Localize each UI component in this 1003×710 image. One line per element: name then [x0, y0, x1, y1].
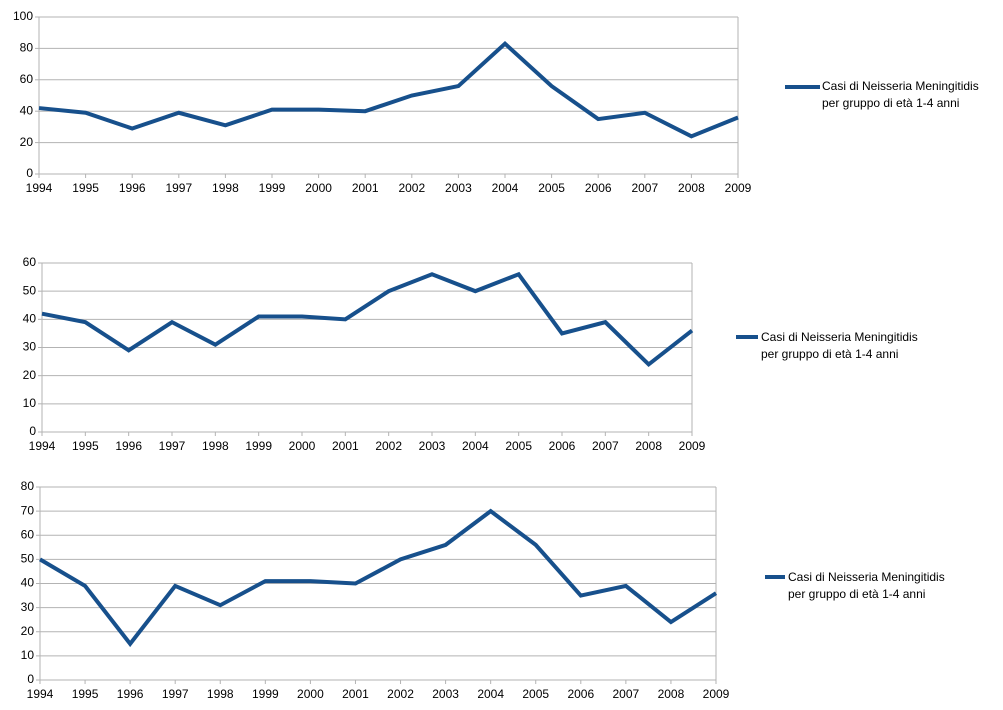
x-tick-label: 1999: [252, 687, 279, 701]
x-tick-label: 2001: [342, 687, 369, 701]
x-tick-label: 2002: [375, 439, 402, 453]
y-tick-label: 20: [21, 624, 35, 638]
y-tick-label: 30: [23, 340, 37, 354]
y-tick-label: 80: [20, 41, 34, 55]
x-tick-label: 1996: [117, 687, 144, 701]
x-tick-label: 1995: [72, 687, 99, 701]
x-tick-label: 1998: [207, 687, 234, 701]
x-tick-label: 2003: [432, 687, 459, 701]
y-tick-label: 80: [21, 479, 35, 493]
data-line: [38, 40, 739, 139]
x-tick-label: 1994: [26, 181, 53, 195]
y-tick-label: 50: [21, 552, 35, 566]
x-tick-label: 2004: [492, 181, 519, 195]
x-tick-label: 2005: [505, 439, 532, 453]
legend-label: Casi di Neisseria Meningitidis per grupp…: [822, 79, 979, 110]
x-tick-label: 1997: [162, 687, 189, 701]
x-tick-label: 2009: [703, 687, 730, 701]
x-tick-label: 2006: [585, 181, 612, 195]
x-tick-label: 1996: [119, 181, 146, 195]
x-tick-label: 2007: [613, 687, 640, 701]
y-tick-label: 40: [23, 312, 37, 326]
x-tick-label: 2008: [635, 439, 662, 453]
y-tick-label: 20: [23, 368, 37, 382]
x-tick-label: 2006: [567, 687, 594, 701]
data-line: [38, 508, 718, 648]
legend-label: Casi di Neisseria Meningitidis per grupp…: [761, 330, 918, 361]
x-tick-label: 2009: [725, 181, 752, 195]
x-tick-label: 2007: [592, 439, 619, 453]
x-tick-label: 2001: [332, 439, 359, 453]
x-tick-label: 1998: [202, 439, 229, 453]
x-tick-label: 2008: [678, 181, 705, 195]
x-tick-label: 2000: [305, 181, 332, 195]
x-tick-label: 1994: [29, 439, 56, 453]
x-tick-label: 1995: [72, 439, 99, 453]
x-tick-label: 2006: [549, 439, 576, 453]
y-tick-label: 60: [23, 255, 37, 269]
y-tick-label: 20: [20, 135, 34, 149]
x-tick-label: 2000: [297, 687, 324, 701]
x-tick-label: 1998: [212, 181, 239, 195]
data-line: [41, 271, 694, 368]
x-tick-label: 2005: [522, 687, 549, 701]
x-tick-label: 2001: [352, 181, 379, 195]
x-tick-label: 2003: [419, 439, 446, 453]
x-tick-label: 2008: [658, 687, 685, 701]
x-tick-label: 1999: [245, 439, 272, 453]
y-tick-label: 0: [26, 166, 33, 180]
legend-key: [736, 335, 758, 339]
x-tick-label: 1994: [27, 687, 54, 701]
y-tick-label: 30: [21, 600, 35, 614]
legend-label: Casi di Neisseria Meningitidis per grupp…: [788, 570, 945, 601]
y-tick-label: 50: [23, 283, 37, 297]
x-tick-label: 2009: [679, 439, 706, 453]
y-tick-label: 40: [20, 103, 34, 117]
y-tick-label: 60: [21, 527, 35, 541]
x-tick-label: 1995: [72, 181, 99, 195]
y-tick-label: 0: [29, 424, 36, 438]
y-tick-label: 70: [21, 503, 35, 517]
x-tick-label: 2002: [398, 181, 425, 195]
x-tick-label: 2004: [462, 439, 489, 453]
legend-key: [785, 85, 820, 89]
x-tick-label: 1997: [159, 439, 186, 453]
x-tick-label: 2004: [477, 687, 504, 701]
x-tick-label: 1997: [165, 181, 192, 195]
x-tick-label: 2005: [538, 181, 565, 195]
x-tick-label: 2007: [631, 181, 658, 195]
x-tick-label: 2002: [387, 687, 414, 701]
y-tick-label: 40: [21, 576, 35, 590]
y-tick-label: 60: [20, 72, 34, 86]
x-tick-label: 1999: [259, 181, 286, 195]
legend-key: [765, 575, 785, 579]
y-tick-label: 10: [21, 648, 35, 662]
y-tick-label: 100: [13, 9, 33, 23]
y-tick-label: 10: [23, 396, 37, 410]
x-tick-label: 2003: [445, 181, 472, 195]
x-tick-label: 2000: [289, 439, 316, 453]
x-tick-label: 1996: [115, 439, 142, 453]
y-tick-label: 0: [27, 672, 34, 686]
